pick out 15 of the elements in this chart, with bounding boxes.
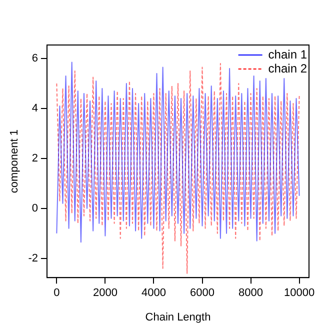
- x-tick-label: 2000: [92, 287, 118, 300]
- x-tick-label: 6000: [190, 287, 214, 300]
- x-tick-label: 10000: [284, 287, 315, 300]
- y-tick-label: 2: [32, 152, 38, 164]
- x-tick-label: 8000: [238, 287, 264, 300]
- y-tick-label: -2: [28, 252, 38, 264]
- legend-label: chain 1: [268, 47, 308, 62]
- x-axis-title: Chain Length: [145, 311, 211, 324]
- x-tick-label: 4000: [141, 287, 166, 300]
- y-axis-title: component 1: [8, 129, 21, 194]
- y-tick-label: 0: [32, 202, 38, 214]
- y-tick-label: 4: [32, 102, 38, 114]
- y-tick-label: 6: [32, 52, 38, 65]
- legend-label: chain 2: [268, 61, 308, 76]
- x-tick-label: 0: [54, 287, 60, 300]
